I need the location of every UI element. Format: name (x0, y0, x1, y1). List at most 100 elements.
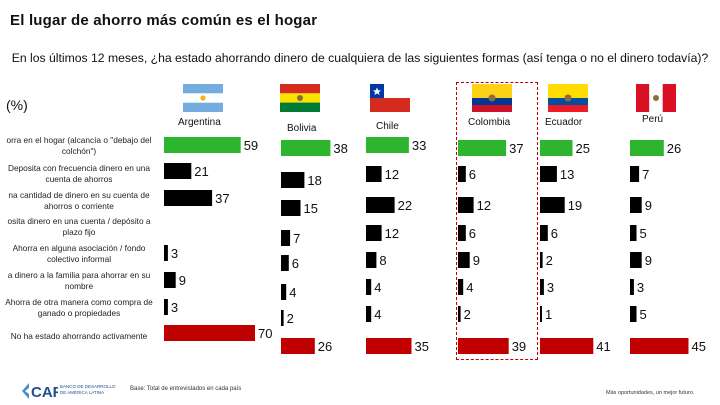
colombia-highlight-frame (456, 82, 538, 360)
value-label-argentina-2: 37 (215, 191, 229, 206)
value-label-ecuador-3: 6 (551, 226, 558, 241)
value-label-argentina-5: 9 (179, 273, 186, 288)
bar-per-5 (630, 279, 634, 295)
value-label-ecuador-6: 1 (545, 307, 552, 322)
bar-colombia-6 (458, 306, 461, 322)
bank-name: BANCO DE DESARROLLO DE AMÉRICA LATINA (60, 384, 116, 395)
bar-bolivia-3 (281, 230, 291, 246)
value-label-ecuador-5: 3 (547, 280, 554, 295)
bar-argentina-7 (164, 325, 255, 341)
base-note: Base: Total de entrevistados en cada paí… (130, 386, 242, 392)
value-label-bolivia-1: 18 (307, 173, 321, 188)
value-label-chile-2: 22 (398, 198, 412, 213)
row-label-frequent-deposit: Deposita con frecuencia dinero en una cu… (7, 163, 151, 184)
row-label-family-savings: a dinero a la familia para ahorrar en su… (7, 270, 151, 291)
ecuador-flag-icon (548, 84, 588, 112)
bar-ecuador-5 (540, 279, 544, 295)
bar-argentina-5 (164, 272, 176, 288)
bar-colombia-3 (458, 225, 466, 241)
value-label-per-6: 5 (640, 307, 647, 322)
row-label-account-balance: na cantidad de dinero en su cuenta de ah… (8, 190, 150, 211)
argentina-flag-icon (183, 84, 223, 112)
value-label-colombia-7: 39 (512, 339, 526, 354)
value-label-chile-3: 12 (385, 226, 399, 241)
country-label-colombia: Colombia (468, 117, 511, 128)
bar-ecuador-6 (540, 306, 542, 322)
bar-argentina-6 (164, 299, 168, 315)
value-label-ecuador-1: 13 (560, 167, 574, 182)
bar-per-4 (630, 252, 642, 268)
bar-bolivia-7 (281, 338, 315, 354)
value-label-ecuador-2: 19 (568, 198, 582, 213)
bar-chile-7 (366, 338, 412, 354)
value-label-ecuador-4: 2 (546, 253, 553, 268)
bar-ecuador-3 (540, 225, 548, 241)
value-label-per-0: 26 (667, 141, 681, 156)
value-label-chile-4: 8 (379, 253, 386, 268)
value-label-per-2: 9 (645, 198, 652, 213)
value-label-chile-1: 12 (385, 167, 399, 182)
value-label-bolivia-4: 6 (292, 256, 299, 271)
value-label-per-4: 9 (645, 253, 652, 268)
bar-colombia-4 (458, 252, 470, 268)
bar-ecuador-2 (540, 197, 565, 213)
bar-per-2 (630, 197, 642, 213)
bar-bolivia-1 (281, 172, 305, 188)
bar-chile-5 (366, 279, 372, 295)
row-label-other-ways: Ahorra de otra manera como compra de gan… (5, 297, 153, 318)
country-label-ecuador: Ecuador (545, 117, 583, 128)
value-label-colombia-6: 2 (464, 307, 471, 322)
survey-question: En los últimos 12 meses, ¿ha estado ahor… (11, 51, 709, 65)
bar-bolivia-0 (281, 140, 331, 156)
value-label-colombia-0: 37 (509, 141, 523, 156)
caf-logo-text: CAF (31, 384, 58, 401)
value-label-argentina-6: 3 (171, 300, 178, 315)
value-label-colombia-3: 6 (469, 226, 476, 241)
footer-slogan: Más oportunidades, un mejor futuro. (606, 390, 695, 396)
value-label-bolivia-5: 4 (289, 285, 296, 300)
caf-logo: CAF (22, 383, 58, 401)
value-label-colombia-2: 12 (477, 198, 491, 213)
value-label-argentina-4: 3 (171, 246, 178, 261)
value-label-per-1: 7 (642, 167, 649, 182)
row-label-informal-fund: Ahorra en alguna asociación / fondo cole… (12, 243, 146, 264)
value-label-argentina-1: 21 (194, 164, 208, 179)
value-label-bolivia-0: 38 (333, 141, 347, 156)
bar-chile-0 (366, 137, 409, 153)
bar-bolivia-4 (281, 255, 289, 271)
row-label-fixed-term: osita dinero en una cuenta / depósito a … (7, 216, 151, 237)
bar-colombia-7 (458, 338, 509, 354)
bar-colombia-5 (458, 279, 464, 295)
country-label-peru: Perú (642, 114, 664, 125)
bar-chile-4 (366, 252, 377, 268)
value-label-per-3: 5 (640, 226, 647, 241)
bar-colombia-0 (458, 140, 507, 156)
value-label-ecuador-7: 41 (596, 339, 610, 354)
bar-per-1 (630, 166, 640, 182)
bar-chile-3 (366, 225, 382, 241)
page-title: El lugar de ahorro más común es el hogar (10, 12, 318, 29)
bar-per-0 (630, 140, 664, 156)
chile-flag-icon (370, 84, 410, 112)
bar-bolivia-6 (281, 310, 284, 326)
value-label-bolivia-2: 15 (304, 201, 318, 216)
value-label-per-5: 3 (637, 280, 644, 295)
country-label-argentina: Argentina (178, 117, 221, 128)
row-label-home-savings: orra en el hogar (alcancía o "debajo del… (6, 135, 152, 156)
bar-chile-1 (366, 166, 382, 182)
bar-argentina-4 (164, 245, 168, 261)
bolivia-flag-icon (280, 84, 320, 112)
value-label-colombia-4: 9 (473, 253, 480, 268)
bar-chile-6 (366, 306, 372, 322)
value-label-argentina-0: 59 (244, 138, 258, 153)
colombia-flag-icon (472, 84, 512, 112)
value-label-argentina-7: 70 (258, 326, 272, 341)
bar-argentina-1 (164, 163, 192, 179)
value-label-chile-6: 4 (374, 307, 381, 322)
bar-colombia-1 (458, 166, 466, 182)
country-label-chile: Chile (376, 121, 399, 132)
value-label-bolivia-3: 7 (293, 231, 300, 246)
bar-bolivia-5 (281, 284, 287, 300)
bar-ecuador-4 (540, 252, 543, 268)
